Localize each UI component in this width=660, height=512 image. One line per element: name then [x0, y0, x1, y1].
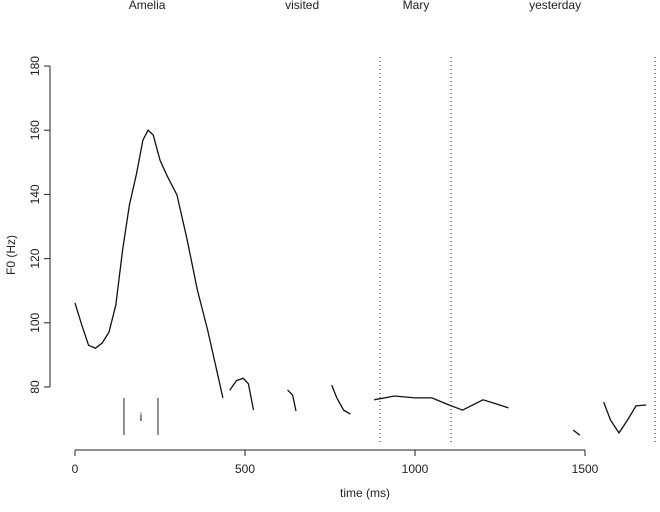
y-axis-label: F0 (Hz) [4, 235, 18, 275]
f0-contour [74, 129, 647, 436]
word-label: visited [285, 0, 319, 12]
x-tick-label: 0 [72, 462, 79, 476]
x-tick-label: 1000 [402, 462, 429, 476]
y-tick-label: 140 [28, 184, 42, 204]
y-tick-label: 100 [28, 312, 42, 332]
x-tick-label: 1500 [572, 462, 599, 476]
y-tick-label: 80 [28, 380, 42, 394]
x-tick-label: 500 [235, 462, 255, 476]
y-tick-label: 180 [28, 56, 42, 76]
y-tick-label: 120 [28, 248, 42, 268]
word-label: Amelia [129, 0, 166, 12]
x-axis-label: time (ms) [340, 486, 390, 500]
word-label: Mary [403, 0, 430, 12]
word-label: yesterday [529, 0, 581, 12]
interval-label: i [140, 410, 143, 424]
y-tick-label: 160 [28, 120, 42, 140]
